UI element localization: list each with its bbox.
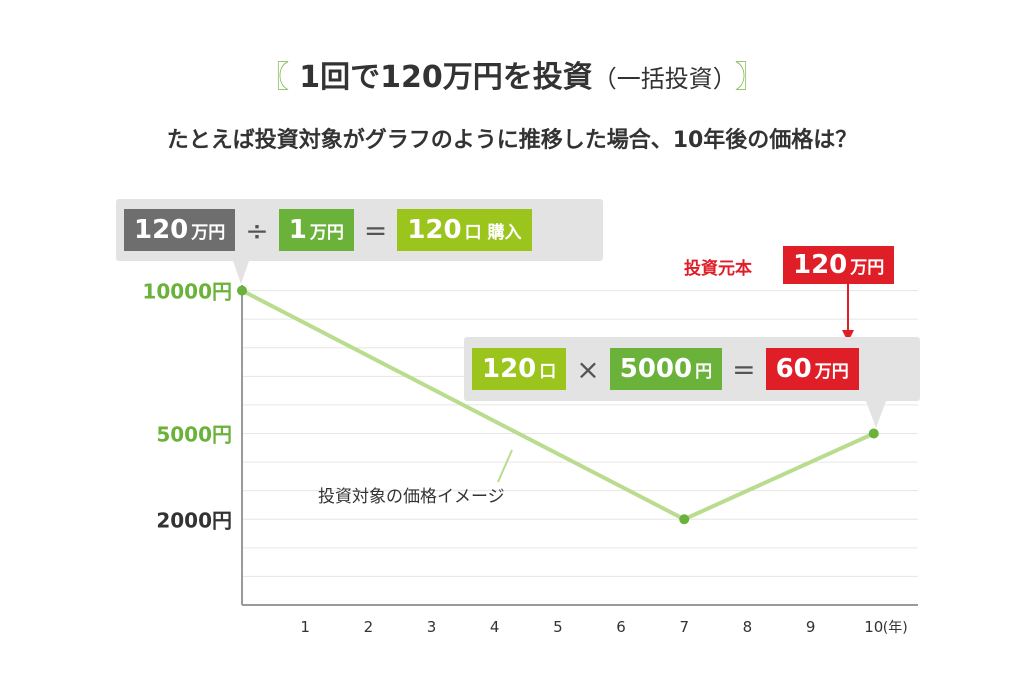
y-tick-label: 10000円 [142, 280, 232, 304]
units-bought-unit: 口 購入 [464, 223, 522, 243]
x-tick-label: 1 [300, 618, 310, 636]
result-units-unit: 口 [539, 362, 557, 382]
page-title: 〖 1回で120万円を投資（一括投資） 〗 [0, 52, 1024, 96]
x-tick-label: 4 [490, 618, 500, 636]
result-units-value: 120 [482, 354, 537, 384]
title-sub: （一括投資） [592, 65, 725, 93]
unit-price-value: 1 [288, 215, 307, 245]
units-bought-value: 120 [407, 215, 462, 245]
page-subtitle: たとえば投資対象がグラフのように推移した場合、10年後の価格は？ [166, 128, 858, 153]
title-main: 1回で120万円を投資 [299, 60, 593, 95]
principal-value: 120 [793, 250, 848, 280]
x-tick-label: 2 [364, 618, 374, 636]
purchase-formula-callout: 120 万円 ÷ 1 万円 = 120 口 購入 [116, 199, 603, 261]
result-equals-sign: = [732, 352, 756, 386]
title-bracket-right: 〗 [734, 60, 765, 95]
result-units-tag: 120 口 [472, 348, 567, 390]
x-tick-label: 3 [427, 618, 437, 636]
final-price-tag: 5000 円 [609, 348, 723, 390]
data-point [868, 428, 879, 439]
x-tick-label: 6 [616, 618, 626, 636]
y-tick-label: 2000円 [156, 508, 232, 532]
principal-unit: 万円 [850, 258, 885, 278]
unit-price-unit: 万円 [309, 223, 344, 243]
final-price-value: 5000 [619, 354, 693, 384]
x-tick-label: 7 [679, 618, 689, 636]
final-value-unit: 万円 [814, 362, 849, 382]
data-point [679, 514, 690, 525]
y-tick-label: 5000円 [156, 423, 232, 447]
series-annotation-label: 投資対象の価格イメージ [318, 487, 505, 507]
investment-amount-unit: 万円 [191, 223, 226, 243]
data-point [237, 285, 247, 296]
x-tick-label: 10 [864, 618, 883, 636]
title-bracket-left: 〖 [259, 60, 290, 95]
x-tick-label: 5 [553, 618, 563, 636]
principal-label: 投資元本 [684, 259, 752, 279]
investment-amount-tag: 120 万円 [124, 209, 236, 251]
times-sign: × [576, 352, 600, 386]
x-tick-label: 8 [743, 618, 753, 636]
principal-tag: 120 万円 [783, 246, 895, 284]
investment-amount-value: 120 [134, 215, 189, 245]
x-tick-label: 9 [806, 618, 816, 636]
unit-price-tag: 1 万円 [278, 209, 354, 251]
result-formula-callout: 120 口 × 5000 円 = 60 万円 [464, 337, 920, 401]
annotation-leader-line [497, 449, 513, 483]
final-value-tag: 60 万円 [765, 348, 859, 390]
divide-sign: ÷ [245, 213, 269, 247]
principal-arrow-head [842, 330, 854, 342]
units-bought-tag: 120 口 購入 [397, 209, 532, 251]
x-unit-label: (年) [883, 620, 908, 636]
final-price-unit: 円 [695, 362, 713, 382]
final-value-value: 60 [775, 354, 812, 384]
result-callout-pointer [866, 401, 886, 428]
purchase-callout-pointer [233, 261, 249, 284]
equals-sign: = [363, 213, 388, 247]
